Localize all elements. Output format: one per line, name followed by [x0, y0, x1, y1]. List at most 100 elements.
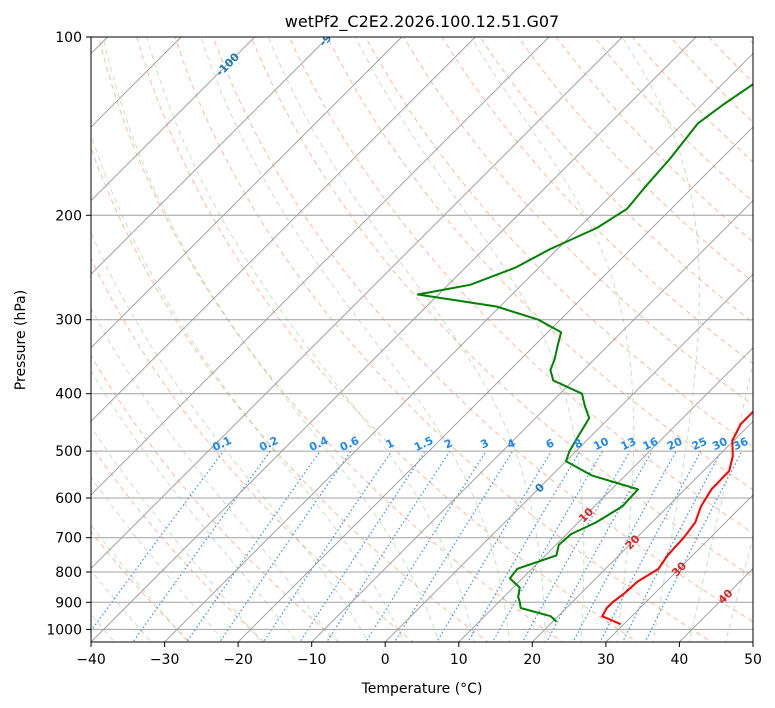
x-tick-label: −20 [223, 652, 253, 668]
x-tick-label: 20 [523, 652, 541, 668]
mixing-ratio-lines [91, 450, 743, 642]
dry-adiabat-line [759, 10, 775, 654]
x-tick-label: 50 [744, 652, 762, 668]
dry-adiabat-line [212, 37, 753, 623]
mixing-ratio-label: 30 [710, 435, 730, 453]
x-tick-label: 40 [670, 652, 688, 668]
mixing-ratio-label: 3 [478, 436, 490, 451]
dewpoint-profile-line [416, 83, 753, 623]
dry-adiabat-line [136, 37, 639, 642]
moist-adiabat-line [91, 370, 298, 642]
isobar-gridlines [91, 37, 753, 630]
y-tick-label: 900 [55, 595, 82, 611]
y-tick-label: 600 [55, 491, 82, 507]
mixing-ratio-line [91, 450, 224, 632]
dry-adiabat-line [91, 444, 265, 642]
mixing-ratio-line [299, 450, 426, 642]
moist-adiabat-line [725, 536, 753, 642]
dry-adiabat-line [364, 37, 753, 448]
isotherm-line [458, 347, 753, 642]
y-tick-label: 500 [55, 444, 82, 460]
mixing-ratio-line [644, 450, 743, 642]
moist-adiabat-line [91, 613, 116, 642]
isotherm-line [91, 37, 403, 349]
mixing-ratio-label: 25 [690, 435, 709, 453]
isotherm-line [384, 273, 753, 642]
dry-adiabat-line [479, 37, 753, 324]
temperature-profile-line [601, 410, 753, 626]
mixing-ratio-label: 16 [641, 435, 661, 453]
isotherm-line [91, 37, 329, 275]
isotherm-line [91, 37, 623, 570]
moist-adiabat-line [200, 37, 511, 642]
x-tick-label: −30 [150, 652, 180, 668]
mixing-ratio-line [436, 450, 553, 642]
isotherm-line [91, 37, 697, 642]
mixing-ratio-line [185, 450, 321, 642]
dry-adiabat-line [91, 257, 415, 642]
y-axis-ticks: 100 200 300 400 500 600 700 800 900 1000 [46, 30, 91, 638]
y-tick-label: 800 [55, 565, 82, 581]
x-tick-label: 0 [381, 652, 390, 668]
x-tick-label: 30 [597, 652, 615, 668]
mixing-ratio-label: 13 [619, 435, 638, 453]
isotherm-label: 10 [576, 505, 596, 525]
moist-adiabat-line [91, 307, 334, 642]
isotherm-lines [91, 37, 753, 642]
y-tick-label: 200 [55, 208, 82, 224]
dry-adiabat-line [403, 37, 753, 406]
isotherm-label: 40 [716, 586, 736, 606]
moist-adiabat-line [146, 37, 475, 642]
y-tick-label: 400 [55, 387, 82, 403]
y-axis-label: Pressure (hPa) [13, 290, 29, 390]
mixing-ratio-label: 6 [544, 436, 557, 451]
dry-adiabat-line [91, 146, 489, 642]
dry-adiabat-line [98, 37, 564, 642]
dry-adiabat-line [174, 37, 713, 642]
x-tick-label: −10 [297, 652, 327, 668]
x-axis-label: Temperature (°C) [361, 681, 483, 697]
moist-adiabat-line [91, 231, 369, 642]
moist-adiabat-line [91, 425, 262, 642]
dry-adiabat-line [593, 37, 753, 203]
dry-adiabat-line [91, 354, 340, 642]
isotherm-line [91, 37, 476, 423]
mixing-ratio-label: 36 [731, 435, 751, 453]
dry-adiabat-line [91, 530, 191, 642]
sounding-series [416, 83, 753, 626]
y-tick-label: 700 [55, 531, 82, 547]
dry-adiabat-line [631, 37, 753, 163]
mixing-ratio-label: 10 [592, 435, 612, 453]
isotherm-line [164, 52, 753, 642]
x-tick-label: 10 [450, 652, 468, 668]
x-tick-label: −40 [76, 652, 106, 668]
y-tick-label: 1000 [46, 622, 82, 638]
dry-adiabat-line [326, 37, 753, 491]
y-tick-label: 100 [55, 30, 82, 46]
isotherm-line [752, 641, 753, 642]
mixing-ratio-label: 20 [665, 435, 685, 453]
moist-adiabat-line [91, 569, 153, 642]
isotherm-line [605, 494, 753, 642]
isotherm-line [237, 126, 753, 642]
mixing-ratio-line [132, 450, 271, 642]
isotherm-line [311, 199, 753, 642]
mixing-ratio-label: 2 [442, 436, 454, 451]
moist-adiabat-line [91, 133, 405, 642]
x-axis-ticks: −40 −30 −20 −10 0 10 20 30 40 50 [76, 642, 762, 668]
isotherm-line [91, 37, 256, 202]
chart-title: wetPf2_C2E2.2026.100.12.51.G07 [285, 12, 559, 32]
mixing-ratio-line [325, 450, 451, 642]
plot-frame [90, 36, 754, 643]
isotherm-line [531, 420, 753, 642]
dry-adiabat-line [517, 37, 753, 283]
plot-area: -100-90-80-70-60-50-40-30-20-10010203040… [91, 10, 775, 654]
y-tick-label: 300 [55, 313, 82, 329]
mixing-ratio-line [262, 450, 392, 642]
mixing-ratio-line [394, 450, 514, 642]
moist-adiabat-line [91, 476, 226, 642]
moist-adiabat-line [355, 37, 585, 642]
dry-adiabat-line [441, 37, 753, 365]
mixing-ratio-line [467, 450, 581, 642]
